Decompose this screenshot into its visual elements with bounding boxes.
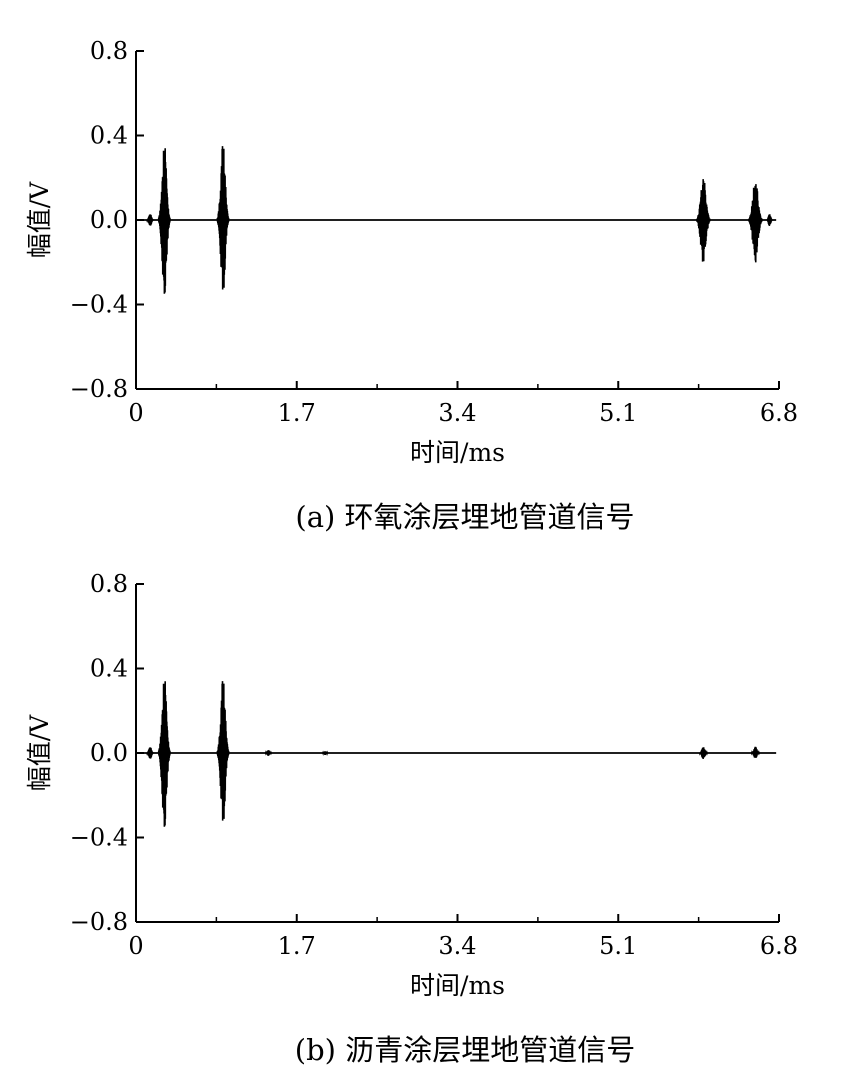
chart-a-signal-burst: [216, 146, 230, 290]
chart-panel-b: −0.8 −0.4 0.0 0.4 0.8 0 1.7 3.4 5.1 6.8 时间/ms 幅值/V (…: [0, 533, 843, 1066]
chart-b-series-0: [142, 681, 777, 827]
chart-a-y-tick-label: −0.4: [70, 291, 128, 319]
chart-a-y-tick-label: 0.8: [90, 37, 128, 65]
chart-b-x-tick-label: 0: [128, 932, 143, 960]
chart-b-x-tick-label: 5.1: [599, 932, 637, 960]
chart-b-y-tick-label: −0.8: [70, 908, 128, 936]
chart-a-x-tick-label: 1.7: [278, 399, 316, 427]
chart-a-x-axis-title: 时间/ms: [410, 438, 505, 467]
chart-b-signal-burst: [322, 750, 329, 757]
chart-a-signal-burst: [747, 184, 763, 263]
chart-a-x-tick-label: 3.4: [438, 399, 476, 427]
chart-b-svg: −0.8 −0.4 0.0 0.4 0.8 0 1.7 3.4 5.1 6.8 时间/ms 幅值/V (…: [25, 570, 798, 1066]
chart-b-x-axis-title: 时间/ms: [410, 971, 505, 1000]
chart-a-caption: (a) 环氧涂层埋地管道信号: [295, 500, 634, 533]
chart-b-y-tick-label: 0.4: [90, 655, 128, 683]
chart-b-signal-burst: [698, 747, 708, 759]
chart-b-signal-burst: [264, 750, 272, 756]
chart-b-signal-burst: [216, 681, 230, 821]
chart-b-y-tick-label: 0.0: [90, 739, 128, 767]
chart-b-y-axis-title: 幅值/V: [25, 714, 54, 791]
chart-b-x-tick-label: 3.4: [438, 932, 476, 960]
chart-a-signal-burst: [146, 214, 155, 226]
chart-a-x-tick-label: 0: [128, 399, 143, 427]
chart-a-y-tick-label: −0.8: [70, 375, 128, 403]
chart-a-series-0: [142, 146, 777, 294]
chart-b-y-tick-label: −0.4: [70, 824, 128, 852]
chart-b-y-tick-label: 0.8: [90, 570, 128, 598]
chart-b-signal-burst: [750, 746, 760, 758]
chart-a-y-axis-title: 幅值/V: [25, 181, 54, 258]
chart-a-x-tick-label: 6.8: [760, 399, 798, 427]
chart-panel-a: −0.8 −0.4 0.0 0.4 0.8 0 1.7 3.4 5.1 6.8 时间/ms 幅值/V (…: [25, 37, 798, 533]
chart-a-svg: −0.8 −0.4 0.0 0.4 0.8 0 1.7 3.4 5.1 6.8 时间/ms 幅值/V (…: [25, 37, 798, 533]
chart-b-x-tick-label: 6.8: [760, 932, 798, 960]
chart-a-signal-burst: [695, 179, 711, 262]
chart-a-signal-burst: [157, 148, 171, 294]
chart-b-caption: (b) 沥青涂层埋地管道信号: [295, 1033, 635, 1066]
chart-b-signal-burst: [146, 747, 155, 759]
chart-a-signal-burst: [765, 214, 774, 226]
chart-a-x-tick-label: 5.1: [599, 399, 637, 427]
chart-b-signal-burst: [157, 681, 171, 827]
chart-a-y-tick-label: 0.4: [90, 122, 128, 150]
chart-a-y-tick-label: 0.0: [90, 206, 128, 234]
chart-b-x-tick-label: 1.7: [278, 932, 316, 960]
